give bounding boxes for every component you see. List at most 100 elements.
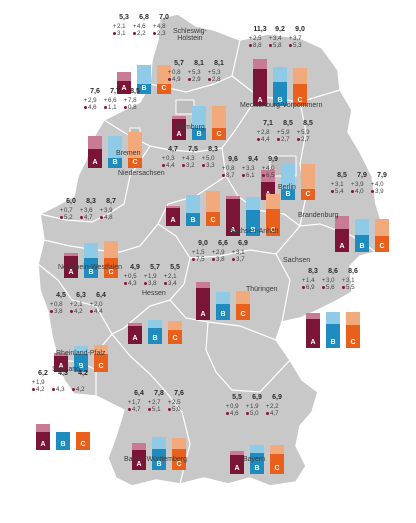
- series-c-column: 8,7 +3,9 4,8 C: [100, 198, 118, 278]
- dot-value: 0,8: [123, 104, 149, 111]
- dot-value: 2,3: [152, 30, 178, 37]
- total-value: 5,7: [150, 264, 160, 271]
- plus-number: 6,6: [108, 97, 117, 104]
- bar-segment-plus: [236, 291, 250, 305]
- bar-c: C: [76, 432, 90, 450]
- total-value: 5,3: [119, 14, 129, 21]
- state-label-hessen: Hessen: [142, 290, 166, 297]
- bar-segment-dot: [132, 450, 146, 470]
- plus-icon: +: [83, 97, 88, 104]
- plus-number: 4,3: [186, 155, 195, 162]
- total-value: 7,6: [90, 88, 100, 95]
- dot-icon: [153, 31, 156, 35]
- plus-number: 3,3: [246, 165, 255, 172]
- dot-value: 6,5: [261, 172, 287, 179]
- series-c-column: 8,3 +5,0 3,3 C: [202, 146, 220, 226]
- total-value: 7,8: [154, 390, 164, 397]
- series-letter: A: [121, 84, 127, 92]
- dot-number: 4,2: [36, 386, 45, 393]
- dot-icon: [70, 309, 73, 313]
- plus-value: +2,1: [112, 23, 138, 30]
- series-letter: B: [78, 362, 84, 370]
- dot-number: 4,7: [270, 410, 279, 417]
- bar-segment-dot: [301, 188, 315, 200]
- bar-segment-plus: [273, 67, 287, 82]
- plus-icon: +: [268, 35, 273, 42]
- bar-segment-plus: [152, 437, 166, 449]
- dot-value: 4,6: [225, 410, 251, 417]
- dot-icon: [257, 137, 260, 141]
- plus-value: +0,8: [221, 165, 247, 172]
- plus-number: 2,8: [261, 129, 270, 136]
- bar-segment-dot: [236, 304, 250, 320]
- bar-segment-plus: [326, 311, 340, 325]
- total-value: 9,9: [268, 156, 278, 163]
- dot-value: 4,2: [71, 386, 97, 393]
- plus-icon: +: [69, 301, 74, 308]
- bar-segment-plus: [54, 353, 68, 357]
- bar-segment-dot: [56, 431, 70, 450]
- series-a-column: 6,4 +1,7 4,7 A: [128, 390, 146, 470]
- dot-value: 5,3: [288, 42, 314, 49]
- bar-a: A: [226, 195, 240, 236]
- bar-segment-dot: [293, 83, 307, 106]
- plus-value: +1,9: [31, 379, 57, 386]
- dot-value: 3,4: [163, 280, 189, 287]
- plus-icon: +: [112, 23, 117, 30]
- bar-a: A: [172, 116, 186, 140]
- total-value: 8,6: [328, 268, 338, 275]
- bar-segment-plus: [88, 136, 102, 149]
- bar-segment-dot: [306, 319, 320, 348]
- dot-number: 5,3: [293, 42, 302, 49]
- bar-segment-dot: [281, 188, 295, 200]
- dot-number: 8,8: [253, 42, 262, 49]
- series-letter: B: [285, 190, 291, 198]
- bar-segment-plus: [355, 218, 369, 236]
- total-value: 6,3: [76, 292, 86, 299]
- series-c-column: 9,0 +3,7 5,3 C: [289, 26, 307, 106]
- series-letter: B: [112, 158, 118, 166]
- dot-number: 5,0: [250, 410, 259, 417]
- plus-icon: +: [301, 277, 306, 284]
- bar-segment-dot: [172, 119, 186, 140]
- total-value: 8,5: [130, 88, 140, 95]
- plus-number: 2,9: [216, 249, 225, 256]
- plus-number: 3,9: [104, 207, 113, 214]
- total-value: 4,9: [130, 264, 140, 271]
- bar-segment-dot: [168, 329, 182, 344]
- dot-number: 5,0: [172, 406, 181, 413]
- bar-segment-plus: [84, 243, 98, 259]
- dot-value: 4,3: [123, 280, 149, 287]
- plus-value: +3,3: [241, 165, 267, 172]
- bar-segment-plus: [168, 320, 182, 330]
- dot-icon: [202, 163, 205, 167]
- plus-value: +1,7: [127, 399, 153, 406]
- series-letter: B: [220, 310, 226, 318]
- dot-icon: [104, 105, 107, 109]
- plus-value: +3,1: [341, 277, 367, 284]
- series-c-column: 4,2 4,2 C: [72, 370, 90, 450]
- dot-value: 3,3: [201, 162, 227, 169]
- total-value: 8,5: [337, 172, 347, 179]
- plus-value: +3,9: [350, 181, 376, 188]
- plus-icon: +: [89, 301, 94, 308]
- bar-segment-plus: [230, 450, 244, 455]
- plus-number: 0,9: [230, 403, 239, 410]
- plus-value: +1,9: [143, 273, 169, 280]
- dot-value: 4,6: [83, 104, 109, 111]
- dot-number: 2,2: [137, 30, 146, 37]
- dot-icon: [249, 43, 252, 47]
- series-letter: A: [68, 268, 74, 276]
- dot-icon: [60, 215, 63, 219]
- plus-icon: +: [123, 273, 128, 280]
- series-letter: C: [216, 130, 222, 138]
- bar-group-bayern: 5,5 +0,9 4,6 A 6,9 +1,9 5,0 B 6,9 +2,2 4,7 C: [226, 394, 320, 474]
- dot-value: 8,7: [221, 172, 247, 179]
- dot-icon: [164, 281, 167, 285]
- bar-segment-dot: [137, 83, 151, 94]
- bar-segment-dot: [54, 356, 68, 372]
- dot-number: 4,8: [104, 214, 113, 221]
- plus-value: +5,9: [296, 129, 322, 136]
- total-value: 7,6: [174, 390, 184, 397]
- dot-value: 3,8: [211, 256, 237, 263]
